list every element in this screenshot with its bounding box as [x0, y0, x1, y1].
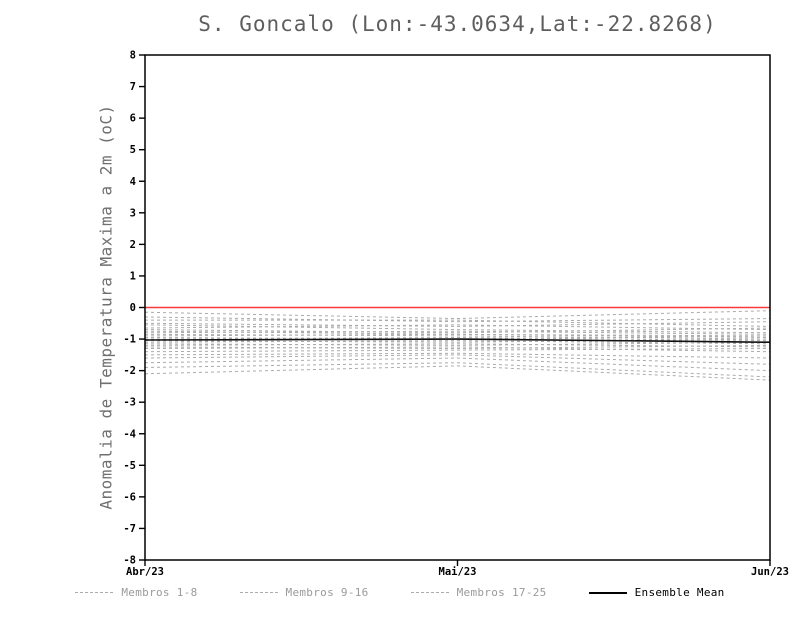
- member-line: [144, 336, 771, 342]
- dashed-line-sample-icon: [75, 592, 114, 593]
- member-line: [144, 352, 771, 359]
- member-line: [145, 319, 771, 327]
- chart-title: S. Goncalo (Lon:-43.0634,Lat:-22.8268): [198, 12, 717, 36]
- y-tick-label: 4: [130, 176, 136, 188]
- legend-item-membros-1-8: Membros 1-8: [75, 586, 197, 599]
- member-line: [144, 365, 771, 381]
- member-line: [144, 362, 771, 378]
- legend-item-membros-9-16: Membros 9-16: [239, 586, 369, 599]
- y-tick-label: -5: [123, 460, 136, 472]
- member-line: [144, 316, 771, 323]
- x-tick-label: Abr/23: [126, 566, 164, 578]
- ensemble-mean-line: [144, 338, 771, 344]
- dashed-line-sample-icon: [239, 592, 278, 593]
- y-tick-label: -2: [123, 365, 136, 377]
- legend-label: Membros 17-25: [456, 586, 547, 599]
- dashed-line-sample-icon: [410, 592, 449, 593]
- legend-item-ensemble-mean: Ensemble Mean: [588, 586, 725, 599]
- legend-label: Membros 1-8: [121, 586, 198, 599]
- member-line: [144, 324, 771, 334]
- member-line: [144, 343, 771, 348]
- member-line: [144, 324, 771, 331]
- member-line: [144, 354, 771, 365]
- y-tick-label: -6: [123, 491, 136, 503]
- legend-label: Ensemble Mean: [634, 586, 725, 599]
- member-line: [144, 346, 771, 353]
- solid-line-sample-icon: [588, 591, 627, 594]
- y-tick-label: -4: [123, 428, 136, 440]
- y-tick-label: 8: [130, 50, 136, 62]
- legend-item-membros-17-25: Membros 17-25: [410, 586, 547, 599]
- member-line: [144, 333, 771, 340]
- x-tick-label: Jun/23: [751, 566, 789, 578]
- legend-label: Membros 9-16: [285, 586, 369, 599]
- y-tick-label: 7: [130, 81, 136, 93]
- y-tick-label: -7: [123, 523, 136, 535]
- y-tick-label: -3: [123, 397, 136, 409]
- y-tick-label: 0: [130, 302, 136, 314]
- y-tick-label: 5: [130, 144, 136, 156]
- y-tick-label: 3: [130, 207, 136, 219]
- member-line: [144, 348, 771, 353]
- member-line: [144, 330, 771, 335]
- y-tick-label: -8: [123, 555, 136, 567]
- y-tick-label: 2: [130, 239, 136, 251]
- member-line: [144, 338, 771, 343]
- member-line: [144, 344, 771, 350]
- member-line: [144, 341, 771, 346]
- member-line: [144, 340, 771, 345]
- member-line: [144, 327, 771, 334]
- y-tick-label: -1: [123, 334, 136, 346]
- legend: Membros 1-8 Membros 9-16 Membros 17-25 E…: [0, 586, 800, 599]
- member-line: [144, 310, 771, 320]
- y-tick-label: 6: [130, 113, 136, 125]
- member-line: [144, 357, 771, 372]
- member-line: [144, 321, 771, 327]
- y-tick-label: 1: [130, 270, 136, 282]
- member-line: [144, 333, 771, 338]
- member-line: [144, 330, 771, 337]
- x-tick-label: Mai/23: [439, 566, 477, 578]
